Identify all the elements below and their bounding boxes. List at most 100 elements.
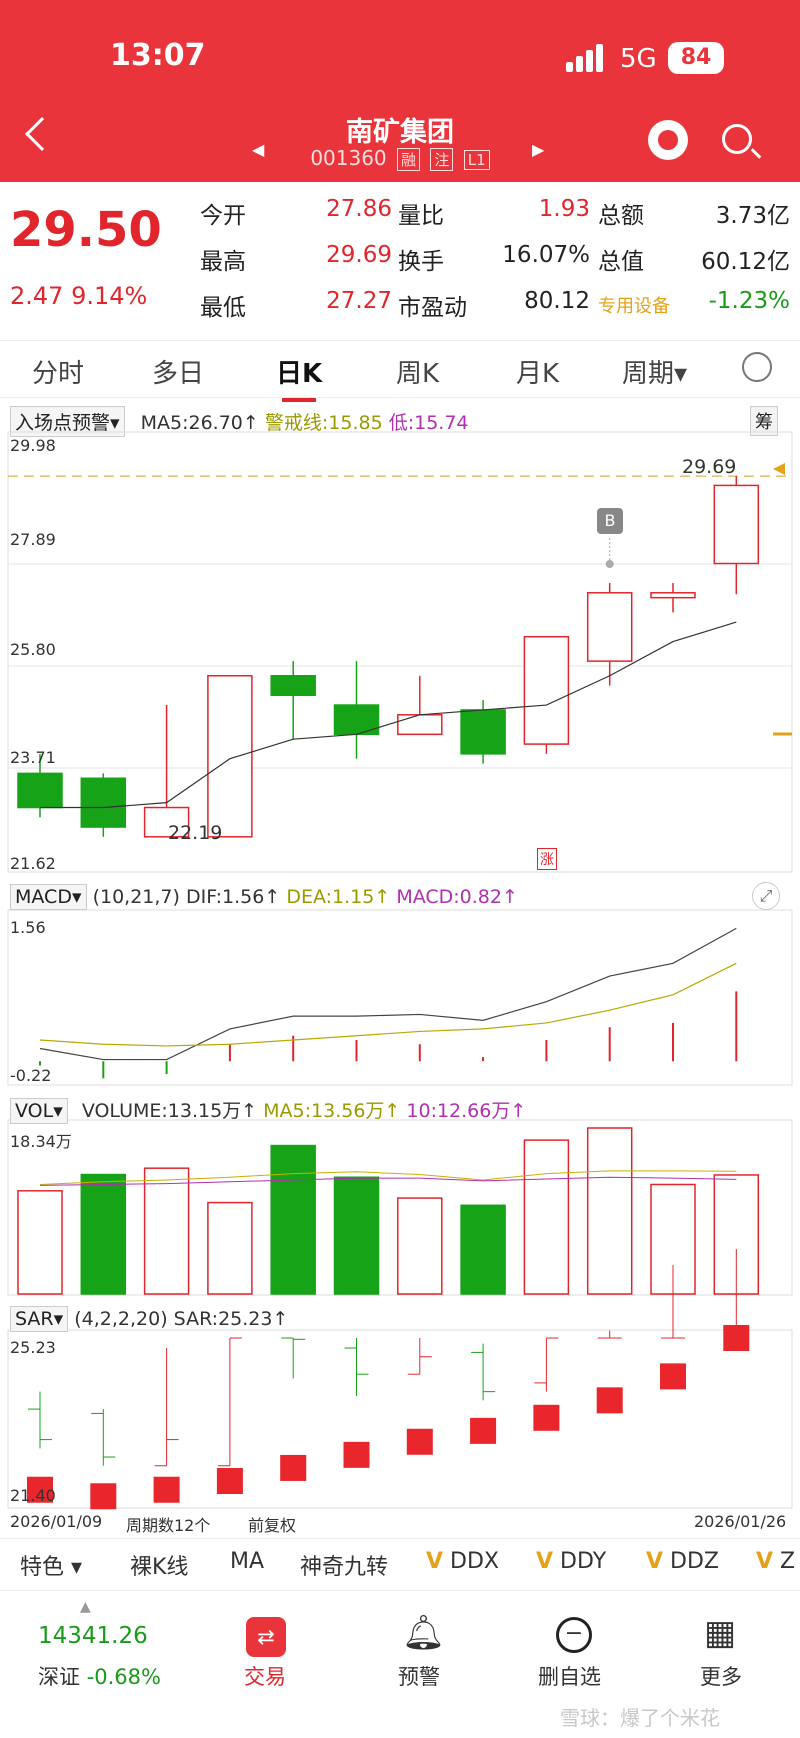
network-type: 5G bbox=[620, 44, 657, 74]
more-button[interactable]: 更多 bbox=[700, 1665, 742, 1689]
ddx-button[interactable]: V DDX bbox=[426, 1549, 499, 1574]
tab-intraday[interactable]: 分时 bbox=[32, 359, 85, 389]
prev-stock-icon[interactable]: ◀ bbox=[252, 140, 265, 159]
volume-bar bbox=[397, 1197, 443, 1295]
vol-ma5: MA5:13.56万↑ bbox=[263, 1100, 401, 1122]
settings-icon[interactable] bbox=[742, 352, 772, 382]
vol-select[interactable]: VOL▾ bbox=[10, 1098, 68, 1124]
vol-ma5-line bbox=[39, 1170, 737, 1185]
search-icon[interactable] bbox=[722, 124, 752, 154]
feature-menu[interactable]: 特色 ▾ bbox=[20, 1555, 83, 1580]
value-volume-ratio: 1.93 bbox=[538, 196, 590, 222]
index-label[interactable]: 深证 -0.68% bbox=[38, 1665, 161, 1689]
low-price-label: 22.19 bbox=[168, 822, 223, 844]
ma-button[interactable]: MA bbox=[230, 1549, 265, 1574]
value-high: 29.69 bbox=[326, 242, 392, 268]
sar-point bbox=[343, 1441, 370, 1468]
macd-y-bottom: -0.22 bbox=[10, 1066, 52, 1085]
panel-frame bbox=[7, 431, 793, 873]
remove-watch-icon[interactable]: − bbox=[556, 1617, 592, 1653]
sar-point bbox=[280, 1454, 307, 1481]
buy-signal-marker[interactable]: B bbox=[597, 508, 623, 534]
value-pe: 80.12 bbox=[524, 288, 590, 314]
watermark: 雪球：爆了个米花 bbox=[560, 1706, 720, 1730]
macd-value: MACD:0.82↑ bbox=[396, 886, 518, 908]
volume-bar bbox=[523, 1139, 570, 1295]
tab-weekly-k[interactable]: 周K bbox=[396, 359, 440, 389]
kline-legend: 入场点预警▾ MA5:26.70↑ 警戒线:15.85 低:15.74 bbox=[10, 406, 469, 437]
td-nine-button[interactable]: 神奇九转 bbox=[300, 1555, 389, 1580]
panel-frame bbox=[7, 909, 793, 1086]
y-tick-3: 25.80 bbox=[10, 640, 56, 659]
more-v-button[interactable]: V Z bbox=[756, 1549, 796, 1574]
price-change: 2.47 9.14% bbox=[10, 282, 148, 310]
industry-link[interactable]: 专用设备 bbox=[598, 296, 670, 317]
vol-volume: VOLUME:13.15万↑ bbox=[81, 1100, 258, 1122]
ddz-button[interactable]: V DDZ bbox=[646, 1549, 719, 1574]
more-grid-icon[interactable]: ▦ bbox=[704, 1613, 737, 1653]
label-market-cap: 总值 bbox=[598, 249, 644, 275]
y-tick-5: 21.62 bbox=[10, 854, 56, 873]
candle-body bbox=[80, 777, 127, 828]
expand-icon[interactable]: ⤢ bbox=[752, 882, 780, 910]
vol-ma10: 10:12.66万↑ bbox=[406, 1100, 527, 1122]
label-pe: 市盈动 bbox=[398, 295, 467, 321]
low-value: 低:15.74 bbox=[388, 412, 469, 434]
trade-icon[interactable]: ⇄ bbox=[246, 1617, 286, 1657]
assistant-icon[interactable] bbox=[648, 120, 688, 160]
y-tick-1: 29.98 bbox=[10, 436, 56, 455]
volume-bar bbox=[333, 1176, 380, 1295]
sar-y-top: 25.23 bbox=[10, 1338, 56, 1357]
ddy-button[interactable]: V DDY bbox=[536, 1549, 607, 1574]
sar-params: (4,2,2,20) bbox=[74, 1308, 168, 1330]
macd-dif: DIF:1.56↑ bbox=[185, 886, 281, 908]
volume-bar bbox=[586, 1127, 633, 1295]
stock-chart-svg[interactable] bbox=[0, 0, 800, 1530]
tab-daily-k[interactable]: 日K bbox=[276, 353, 322, 402]
trade-button[interactable]: 交易 bbox=[244, 1665, 286, 1689]
macd-select[interactable]: MACD▾ bbox=[10, 884, 87, 910]
status-time: 13:07 bbox=[110, 38, 206, 73]
chip-tool-button[interactable]: 筹 bbox=[750, 406, 778, 436]
adjust-mode[interactable]: 前复权 bbox=[248, 1516, 297, 1535]
sar-point bbox=[406, 1428, 433, 1455]
sar-point bbox=[660, 1363, 686, 1390]
dea-line bbox=[39, 962, 737, 1047]
period-count: 周期数12个 bbox=[126, 1516, 211, 1535]
volume-bar bbox=[143, 1167, 190, 1295]
stock-code: 001360 bbox=[310, 146, 387, 170]
tag-rong: 融 bbox=[397, 148, 421, 171]
signal-dot bbox=[605, 560, 614, 568]
tab-monthly-k[interactable]: 月K bbox=[516, 359, 560, 389]
value-market-cap: 60.12亿 bbox=[701, 249, 790, 275]
panel-frame bbox=[7, 1119, 793, 1296]
sar-point bbox=[533, 1404, 560, 1431]
current-price: 29.50 bbox=[10, 202, 162, 258]
header-bar: 13:07 5G 84 ◀ ▶ 南矿集团 001360 融 注 L1 bbox=[0, 0, 800, 182]
panel-frame bbox=[7, 1329, 793, 1509]
candle-body bbox=[270, 675, 316, 697]
dif-line bbox=[39, 927, 737, 1061]
alert-bell-icon[interactable]: 🔔︎ bbox=[402, 1613, 446, 1653]
plain-k-button[interactable]: 裸K线 bbox=[130, 1555, 189, 1580]
candle-body bbox=[397, 714, 443, 736]
index-value: 14341.26 bbox=[38, 1623, 148, 1649]
ma5-line bbox=[40, 621, 737, 809]
signal-icon bbox=[566, 44, 606, 72]
start-date: 2026/01/09 bbox=[10, 1512, 103, 1531]
alert-button[interactable]: 预警 bbox=[398, 1665, 440, 1689]
candle-body bbox=[460, 709, 506, 755]
high-price-label: 29.69 bbox=[682, 456, 737, 478]
value-turnover-rate: 16.07% bbox=[502, 242, 590, 268]
remove-watch-button[interactable]: 删自选 bbox=[538, 1665, 601, 1689]
collapse-arrow-icon[interactable]: ▲ bbox=[80, 1599, 91, 1615]
indicator-select[interactable]: 入场点预警▾ bbox=[10, 406, 125, 437]
sar-y-bottom: 21.40 bbox=[10, 1486, 56, 1505]
tab-multiday[interactable]: 多日 bbox=[152, 359, 205, 389]
tab-period[interactable]: 周期▾ bbox=[622, 359, 688, 389]
label-open: 今开 bbox=[200, 203, 246, 229]
sar-select[interactable]: SAR▾ bbox=[10, 1306, 69, 1332]
end-date: 2026/01/26 bbox=[694, 1512, 787, 1531]
volume-bar bbox=[460, 1204, 506, 1295]
next-stock-icon[interactable]: ▶ bbox=[532, 140, 545, 159]
